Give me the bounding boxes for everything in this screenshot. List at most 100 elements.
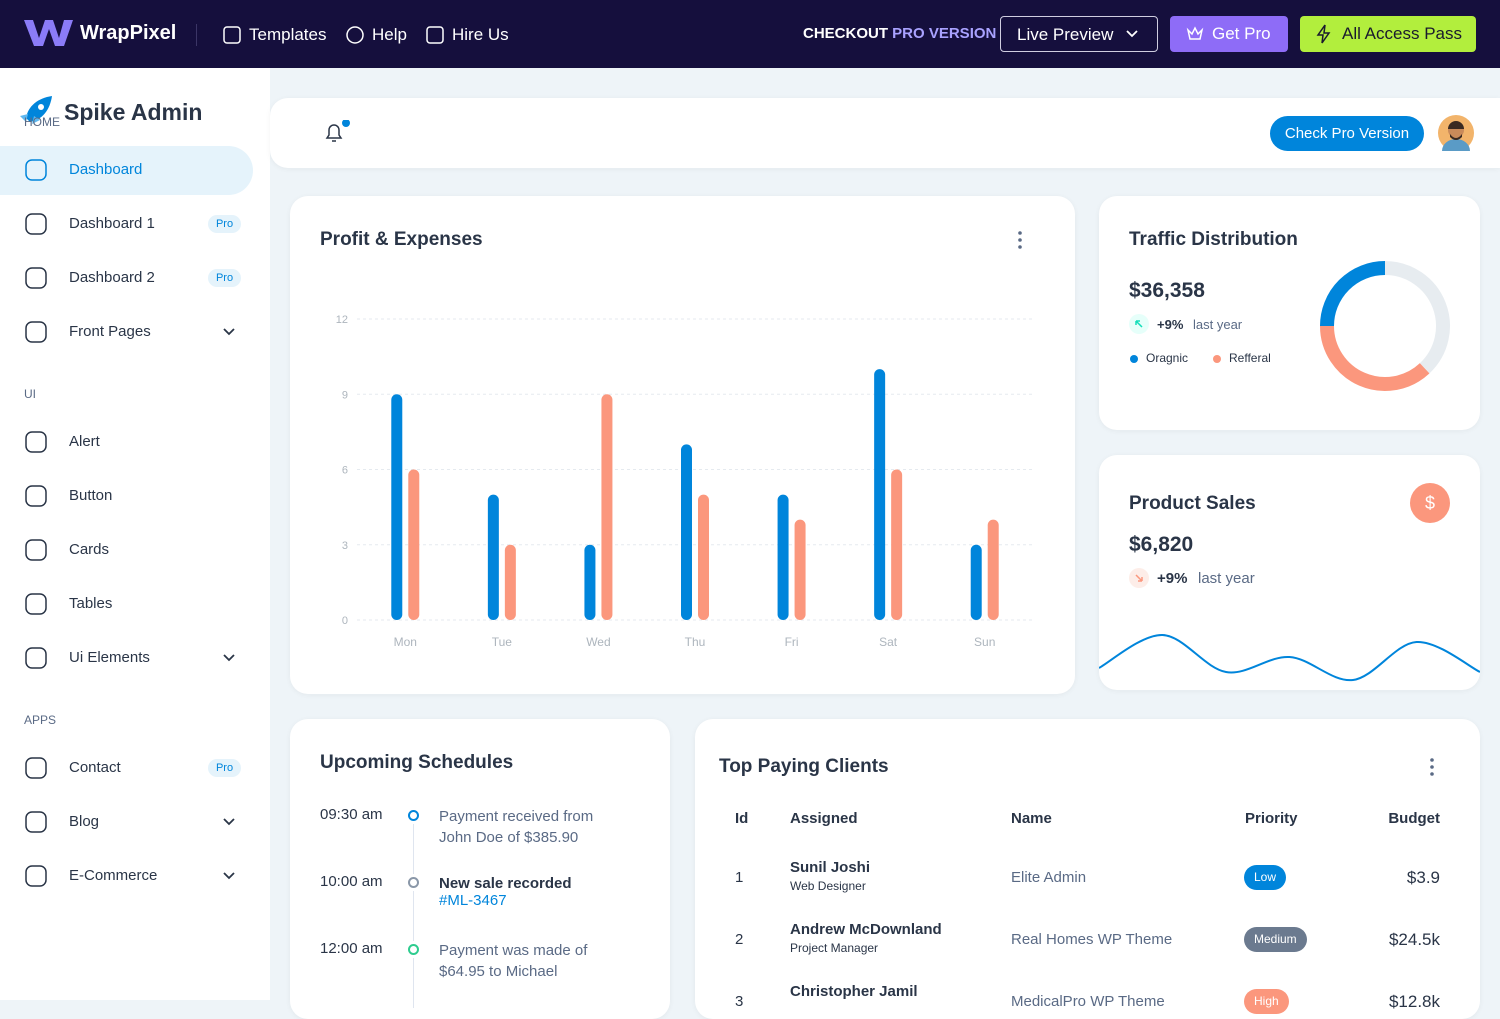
donut-segment <box>1384 261 1450 374</box>
legend-label: Oragnic <box>1146 351 1188 365</box>
all-access-button[interactable]: All Access Pass <box>1300 16 1476 52</box>
bolt-icon <box>1316 24 1331 44</box>
card-title: Top Paying Clients <box>719 756 889 777</box>
bar <box>987 519 999 620</box>
change: +9% <box>1157 570 1188 587</box>
cell-role: Web Designer <box>790 879 866 893</box>
nav-item[interactable]: Templates <box>249 25 327 44</box>
table-header: Id <box>735 810 749 827</box>
x-tick-label: Sat <box>879 635 898 649</box>
traffic-card: Traffic Distribution $36,358 +9% last ye… <box>1099 196 1480 430</box>
cell-assigned: Andrew McDownland <box>790 921 942 938</box>
icon-shape <box>426 26 444 44</box>
menu-item[interactable]: Button <box>69 487 113 504</box>
menu-item[interactable]: Dashboard 2 <box>69 269 155 286</box>
menu-icon <box>25 321 47 343</box>
clients-card: Top Paying Clients Id Assigned Name Priorit… <box>695 719 1480 1019</box>
bar <box>584 544 596 620</box>
priority-badge: High <box>1244 989 1289 1014</box>
dollar-icon: $ <box>1410 483 1450 523</box>
table-header: Assigned <box>790 810 858 827</box>
menu-item[interactable]: Dashboard 1 <box>69 215 155 232</box>
card-title: Profit & Expenses <box>320 229 483 250</box>
cell-id: 2 <box>735 931 744 948</box>
live-preview-button[interactable]: Live Preview <box>1000 16 1158 52</box>
bar <box>777 494 789 620</box>
menu-icon <box>25 267 47 289</box>
donut-chart: Oragnic Refferal <box>1130 261 1450 391</box>
checkout-text[interactable]: CHECKOUT PRO VERSION <box>803 25 996 42</box>
x-tick-label: Sun <box>974 635 995 649</box>
icon-shape <box>25 757 47 779</box>
bar <box>874 369 886 620</box>
down-icon <box>1129 568 1149 588</box>
timeline-dot <box>408 944 419 955</box>
schedules-card: Upcoming Schedules 09:30 am Payment recei… <box>290 719 670 1019</box>
menu-icon <box>25 159 47 181</box>
icon-shape <box>25 321 47 343</box>
bar <box>487 494 499 620</box>
bell-icon[interactable] <box>322 120 352 146</box>
icon-shape <box>25 267 47 289</box>
menu-icon <box>25 647 47 669</box>
y-tick-label: 9 <box>342 389 348 401</box>
nav-item[interactable]: Help <box>372 25 407 44</box>
menu-item[interactable]: Tables <box>69 595 113 612</box>
icon-shape <box>25 159 47 181</box>
menu-dots[interactable] <box>1428 757 1436 777</box>
menu-item[interactable]: Blog <box>69 813 100 830</box>
bar-chart: 0 3 6 9 12 Mon Tue Wed Thu Fri Sat Sun <box>336 314 1033 649</box>
check-pro-label: Check Pro Version <box>1284 125 1410 142</box>
section-heading: APPS <box>24 713 57 727</box>
amount: $6,820 <box>1129 533 1194 556</box>
x-tick-label: Wed <box>586 635 610 649</box>
get-pro-button[interactable]: Get Pro <box>1170 16 1288 52</box>
sparkline <box>1099 633 1480 682</box>
x-tick-label: Mon <box>394 635 417 649</box>
event-link[interactable]: #ML-3467 <box>439 892 507 909</box>
profit-card: Profit & Expenses 0 3 6 9 12 Mon Tue Wed Thu Fri S… <box>290 196 1075 694</box>
icon-shape <box>25 811 47 833</box>
chevron-path <box>223 872 235 880</box>
legend-dot <box>1213 355 1221 363</box>
y-tick-label: 6 <box>342 465 348 477</box>
icon-shape <box>25 647 47 669</box>
sales-line <box>1099 633 1480 682</box>
x-tick-label: Fri <box>785 635 799 649</box>
event-text: Payment received from John Doe of $385.9… <box>439 808 594 846</box>
bar <box>698 494 709 620</box>
bar <box>408 469 420 620</box>
menu-icon <box>25 865 47 887</box>
check-pro-button[interactable]: Check Pro Version <box>1270 116 1424 151</box>
priority-badge: Low <box>1244 865 1287 890</box>
nav-item[interactable]: Hire Us <box>452 25 509 44</box>
menu-item[interactable]: Cards <box>69 541 110 558</box>
icon-shape <box>25 593 47 615</box>
chevron-path <box>223 654 235 662</box>
sidebar-brand: Spike Admin <box>64 99 203 125</box>
logo-icon <box>24 20 73 46</box>
menu-item[interactable]: Ui Elements <box>69 649 150 666</box>
change: +9% <box>1157 317 1184 332</box>
table-header: Name <box>1011 810 1052 827</box>
menu-item[interactable]: E-Commerce <box>69 867 158 884</box>
table-header: Priority <box>1245 810 1298 827</box>
avatar[interactable] <box>1438 115 1474 151</box>
all-access-label: All Access Pass <box>1342 24 1462 43</box>
menu-item[interactable]: Dashboard <box>69 161 143 178</box>
menu-item[interactable]: Alert <box>69 433 100 450</box>
active-bg <box>0 146 253 195</box>
cell-budget: $12.8k <box>1388 992 1440 1011</box>
menu-icon <box>25 811 47 833</box>
chevron-path <box>223 328 235 336</box>
icon-shape <box>25 485 47 507</box>
event-text: New sale recorded <box>439 875 572 892</box>
menu-dots[interactable] <box>1016 230 1024 250</box>
menu-item[interactable]: Front Pages <box>69 323 151 340</box>
icon-shape <box>25 865 47 887</box>
pro-badge: Pro <box>208 215 241 233</box>
menu-item[interactable]: Contact <box>69 759 121 776</box>
header: Check Pro Version <box>270 98 1500 168</box>
nav-icon <box>346 26 364 44</box>
